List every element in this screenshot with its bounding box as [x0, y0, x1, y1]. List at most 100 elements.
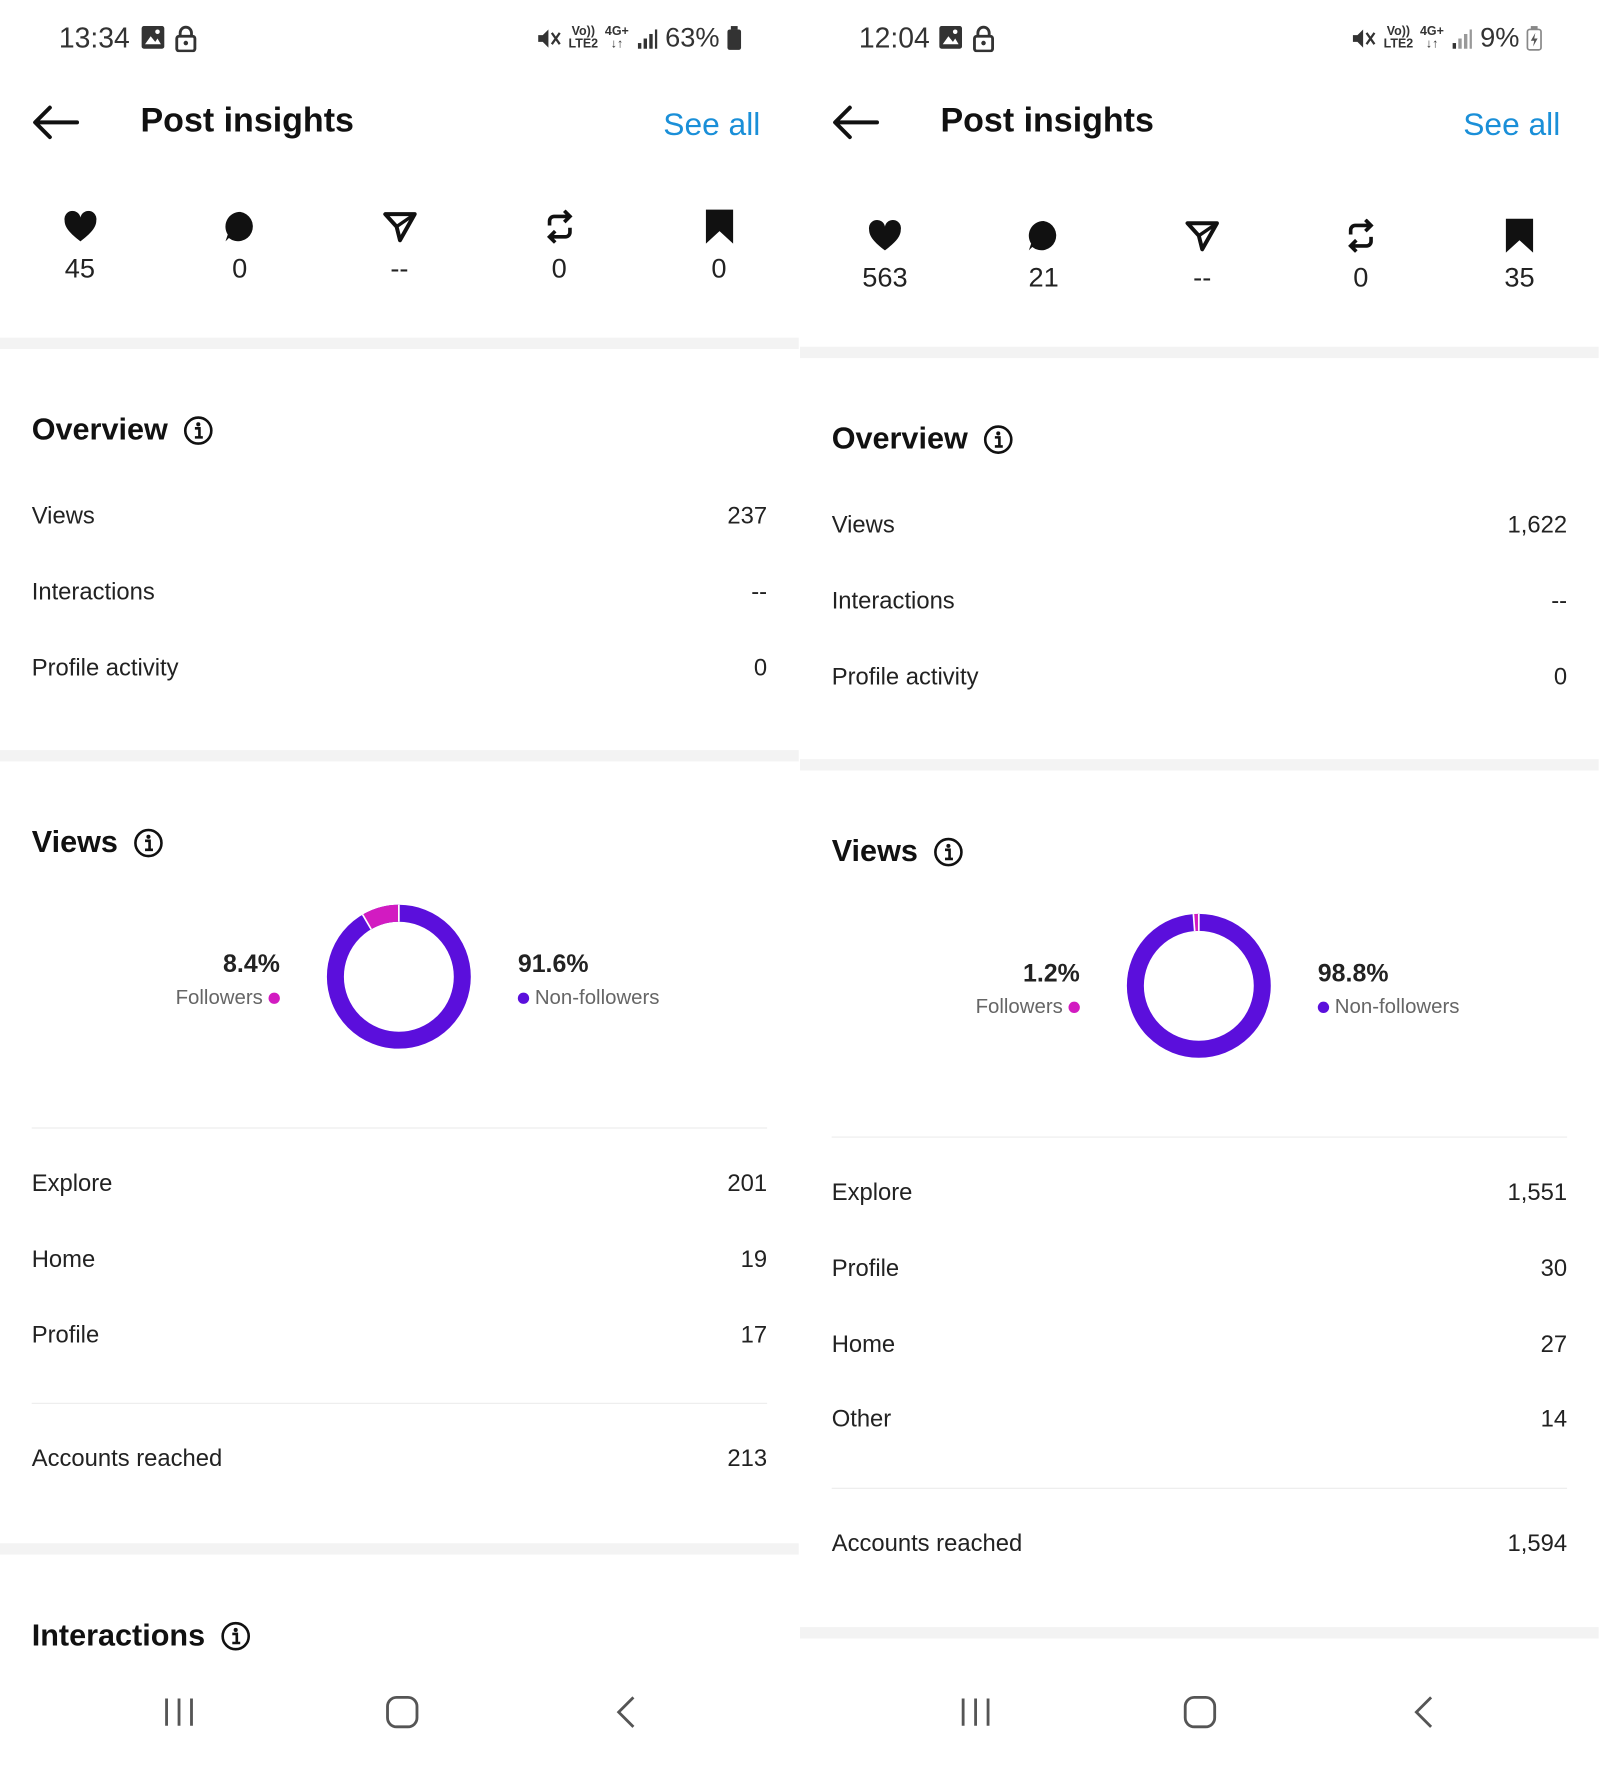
see-all-link[interactable]: See all: [1463, 106, 1561, 142]
non-followers-arc: [326, 904, 471, 1049]
overview-heading: Overview: [32, 412, 213, 447]
mute-icon: [537, 29, 561, 48]
status-bar: 13:34 Vo)) LTE2 4G+ ↓↑ 63%: [0, 0, 799, 79]
non-followers-percent: 98.8%: [1317, 958, 1389, 987]
comment-icon: [224, 211, 253, 242]
non-followers-dot: [517, 992, 530, 1004]
row-value: 1,551: [1507, 1179, 1568, 1206]
non-followers-label: Non-followers: [1334, 994, 1460, 1018]
comments-count: 21: [1028, 262, 1059, 294]
row-value: 201: [727, 1170, 768, 1197]
battery-icon: [727, 26, 742, 50]
saves-count: 0: [711, 253, 727, 285]
app-bar: Post insights See all: [0, 91, 799, 159]
section-divider: [799, 346, 1599, 359]
repost-icon: [1348, 218, 1374, 253]
accounts-reached-row: Accounts reached 213: [32, 1446, 767, 1485]
battery-charging-icon: [1526, 26, 1542, 51]
row-label: Accounts reached: [831, 1530, 1023, 1557]
signal-icon: [637, 29, 658, 49]
row-value: --: [751, 579, 768, 606]
row-label: Profile activity: [31, 654, 179, 681]
info-icon[interactable]: [221, 1621, 251, 1650]
info-icon[interactable]: [184, 415, 213, 445]
overview-heading: Overview: [832, 422, 1013, 457]
rule: [31, 1127, 768, 1129]
recent-apps-icon[interactable]: [156, 1694, 201, 1730]
interactions-heading: Interactions: [32, 1618, 251, 1653]
home-icon[interactable]: [380, 1694, 425, 1730]
reposts-count: 0: [1353, 262, 1369, 294]
overview-row-interactions: Interactions --: [32, 579, 767, 618]
right-screen: 12:04 Vo)) LTE2 4G+ ↓↑ 9% Post insights Se…: [799, 0, 1599, 1778]
followers-label: Followers: [175, 985, 263, 1009]
row-value: 27: [1540, 1331, 1568, 1358]
row-value: 30: [1540, 1255, 1568, 1282]
section-divider: [0, 750, 799, 762]
row-label: Interactions: [831, 588, 955, 615]
back-icon[interactable]: [1402, 1694, 1447, 1730]
home-icon[interactable]: [1177, 1694, 1222, 1730]
non-followers-percent: 91.6%: [517, 949, 589, 978]
row-label: Explore: [831, 1179, 913, 1206]
section-divider: [0, 337, 799, 349]
see-all-link[interactable]: See all: [663, 106, 761, 142]
likes-metric[interactable]: 45: [0, 206, 160, 285]
shares-metric[interactable]: --: [1123, 215, 1282, 294]
row-label: Profile activity: [831, 663, 979, 691]
row-value: 19: [740, 1246, 768, 1273]
status-right-group: Vo)) LTE2 4G+ ↓↑ 9%: [1350, 23, 1542, 55]
reposts-metric[interactable]: 0: [479, 206, 639, 285]
info-icon[interactable]: [934, 837, 963, 866]
system-nav-bar: [800, 1676, 1599, 1778]
followers-percent: 8.4%: [223, 949, 280, 978]
repost-icon: [546, 209, 572, 244]
lte-label: LTE2: [568, 37, 599, 51]
comments-metric[interactable]: 0: [160, 206, 320, 285]
row-value: 237: [727, 503, 768, 530]
volte-label: Vo)): [571, 24, 595, 39]
non-followers-dot: [1317, 1001, 1330, 1013]
row-value: 1,594: [1507, 1530, 1568, 1557]
row-label: Views: [31, 503, 95, 530]
non-followers-legend: Non-followers: [1317, 994, 1460, 1019]
donut-separator: [361, 914, 372, 930]
network-label: 4G+: [604, 24, 629, 39]
shares-count: --: [1193, 262, 1212, 294]
status-right-group: Vo)) LTE2 4G+ ↓↑ 63%: [535, 23, 743, 55]
row-label: Home: [31, 1246, 96, 1273]
back-arrow-icon[interactable]: [832, 104, 880, 140]
views-source-row: Profile 30: [832, 1255, 1567, 1294]
row-value: 0: [1553, 663, 1568, 691]
info-icon[interactable]: [984, 424, 1013, 454]
back-icon[interactable]: [604, 1694, 649, 1730]
non-followers-arc: [1126, 913, 1271, 1058]
page-title: Post insights: [940, 101, 1154, 140]
rule: [831, 1487, 1568, 1489]
reposts-metric[interactable]: 0: [1282, 215, 1441, 294]
saves-metric[interactable]: 35: [1440, 215, 1599, 294]
status-time: 12:04: [858, 22, 930, 55]
likes-metric[interactable]: 563: [806, 215, 965, 294]
send-icon: [382, 212, 417, 243]
back-arrow-icon[interactable]: [32, 104, 80, 140]
overview-row-interactions: Interactions --: [832, 588, 1567, 627]
shares-metric[interactable]: --: [320, 206, 480, 285]
views-heading: Views: [32, 825, 164, 860]
comments-metric[interactable]: 21: [964, 215, 1123, 294]
info-icon[interactable]: [134, 828, 163, 857]
network-label: 4G+: [1420, 24, 1444, 39]
followers-arc: [326, 904, 471, 1049]
saves-metric[interactable]: 0: [639, 206, 799, 285]
overview-title: Overview: [831, 421, 968, 456]
followers-dot: [1068, 1001, 1080, 1013]
row-label: Profile: [31, 1322, 100, 1349]
left-screen: 13:34 Vo)) LTE2 4G+ ↓↑ 63% Post insights S…: [0, 0, 799, 1778]
send-icon: [1185, 221, 1219, 252]
views-donut-chart: [326, 904, 471, 1049]
row-label: Profile: [831, 1255, 900, 1282]
recent-apps-icon[interactable]: [953, 1694, 998, 1730]
overview-row-views: Views 1,622: [832, 512, 1567, 551]
comment-icon: [1028, 220, 1057, 251]
row-value: 0: [753, 654, 768, 681]
